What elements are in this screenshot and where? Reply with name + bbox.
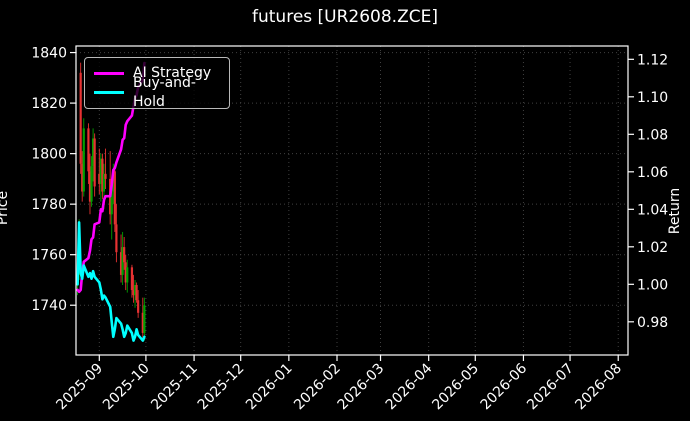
month-tick-label: 2025-09 <box>53 361 106 414</box>
candle-body <box>110 191 113 215</box>
return-tick-label: 1.06 <box>637 165 668 181</box>
candle-body <box>123 247 126 263</box>
month-tick-label: 2026-02 <box>291 361 344 414</box>
candle-body <box>79 72 82 164</box>
candle-body <box>115 224 118 253</box>
axes-spines <box>75 45 629 356</box>
candle-body <box>102 173 106 192</box>
price-tick-label: 1740 <box>31 298 67 314</box>
candle-body <box>133 285 137 296</box>
month-tick-label: 2025-11 <box>148 361 201 414</box>
return-tick-label: 0.98 <box>637 315 668 331</box>
candle-body <box>87 128 90 172</box>
month-tick-label: 2025-10 <box>100 361 153 414</box>
month-tick-label: 2026-03 <box>335 361 388 414</box>
candle-body <box>98 173 101 184</box>
month-tick-label: 2026-07 <box>524 361 577 414</box>
month-tick-label: 2026-01 <box>243 361 296 414</box>
buy-and-hold-line-swatch <box>94 91 124 94</box>
candle-body <box>141 312 144 334</box>
legend: AI Strategy Buy-and-Hold <box>84 57 230 110</box>
candle-body <box>137 300 140 313</box>
left-axis-label: Price <box>0 190 12 226</box>
candle-body <box>126 267 129 283</box>
return-tick-label: 1.02 <box>637 240 668 256</box>
candle-body <box>88 171 92 202</box>
candle-body <box>113 171 116 225</box>
month-tick-label: 2026-08 <box>572 361 625 414</box>
legend-item-ai-strategy: AI Strategy <box>94 64 220 83</box>
legend-item-buy-and-hold: Buy-and-Hold <box>94 75 220 110</box>
candle-body <box>93 138 96 187</box>
candle-body <box>135 285 138 301</box>
return-tick-label: 1.10 <box>637 90 668 106</box>
legend-label: AI Strategy <box>133 65 212 81</box>
candle-body <box>119 252 123 275</box>
candle-body <box>132 290 135 296</box>
month-tick-label: 2026-05 <box>429 361 482 414</box>
price-tick-label: 1840 <box>31 46 67 62</box>
return-tick-label: 1.04 <box>637 202 668 218</box>
chart-title: futures [UR2608.ZCE] <box>252 7 438 27</box>
right-axis-label: Return <box>667 187 684 235</box>
return-tick-label: 1.08 <box>637 127 668 143</box>
price-tick-label: 1760 <box>31 248 67 264</box>
series-line-buy-and-hold <box>76 221 146 342</box>
month-tick-label: 2026-04 <box>383 360 436 413</box>
return-tick-label: 1.12 <box>637 52 668 68</box>
candle-body <box>82 128 85 192</box>
candle-body <box>104 173 107 179</box>
candle-body <box>90 166 93 202</box>
ai-strategy-line-swatch <box>94 72 124 75</box>
candle-body <box>143 305 146 334</box>
price-tick-label: 1780 <box>31 197 67 213</box>
candle-body <box>121 247 124 275</box>
legend-label: Buy-and-Hold <box>133 74 196 110</box>
return-tick-label: 1.00 <box>637 277 668 293</box>
candle-body <box>101 158 104 192</box>
price-tick-label: 1800 <box>31 147 67 163</box>
candle-body <box>81 163 84 192</box>
candle-body <box>130 267 134 291</box>
candle-body <box>91 138 95 167</box>
month-tick-label: 2025-12 <box>195 361 248 414</box>
candle-body <box>124 262 127 283</box>
candle-body <box>99 158 102 184</box>
price-tick-label: 1820 <box>31 96 67 112</box>
month-tick-label: 2026-06 <box>478 360 531 413</box>
